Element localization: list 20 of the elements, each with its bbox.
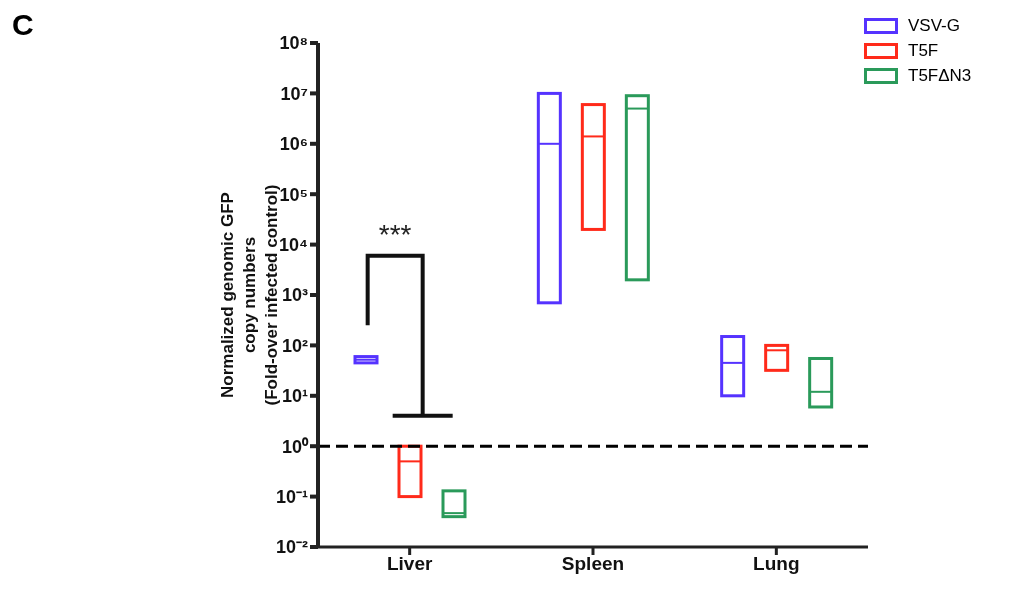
y-tick-label: 10¹ (281, 386, 309, 407)
x-tick-label: Spleen (561, 553, 625, 575)
y-axis-title: Normalized genomic GFP copy numbers (Fold-over infected control) (218, 184, 281, 406)
y-tick-label: 10⁶ (279, 134, 308, 155)
x-tick-label: Lung (753, 553, 800, 575)
y-tick-label: 10⁴ (279, 234, 308, 255)
legend-label: T5F (908, 41, 940, 61)
x-tick-label: Liver (386, 553, 433, 575)
y-tick-label: 10⁻¹ (275, 486, 309, 507)
legend-label: T5FΔN3 (908, 66, 973, 86)
y-tick-label: 10⁸ (279, 33, 308, 54)
y-tick-label: 10³ (281, 285, 309, 306)
y-tick-label: 10⁰ (281, 436, 309, 457)
y-tick-label: 10⁷ (280, 83, 308, 104)
text: C (12, 8, 34, 42)
y-tick-label: 10⁻² (275, 537, 309, 558)
legend-label: VSV-G (908, 16, 961, 36)
y-tick-label: 10⁵ (279, 184, 308, 205)
annotation: *** (378, 218, 412, 250)
y-tick-label: 10² (281, 335, 309, 356)
